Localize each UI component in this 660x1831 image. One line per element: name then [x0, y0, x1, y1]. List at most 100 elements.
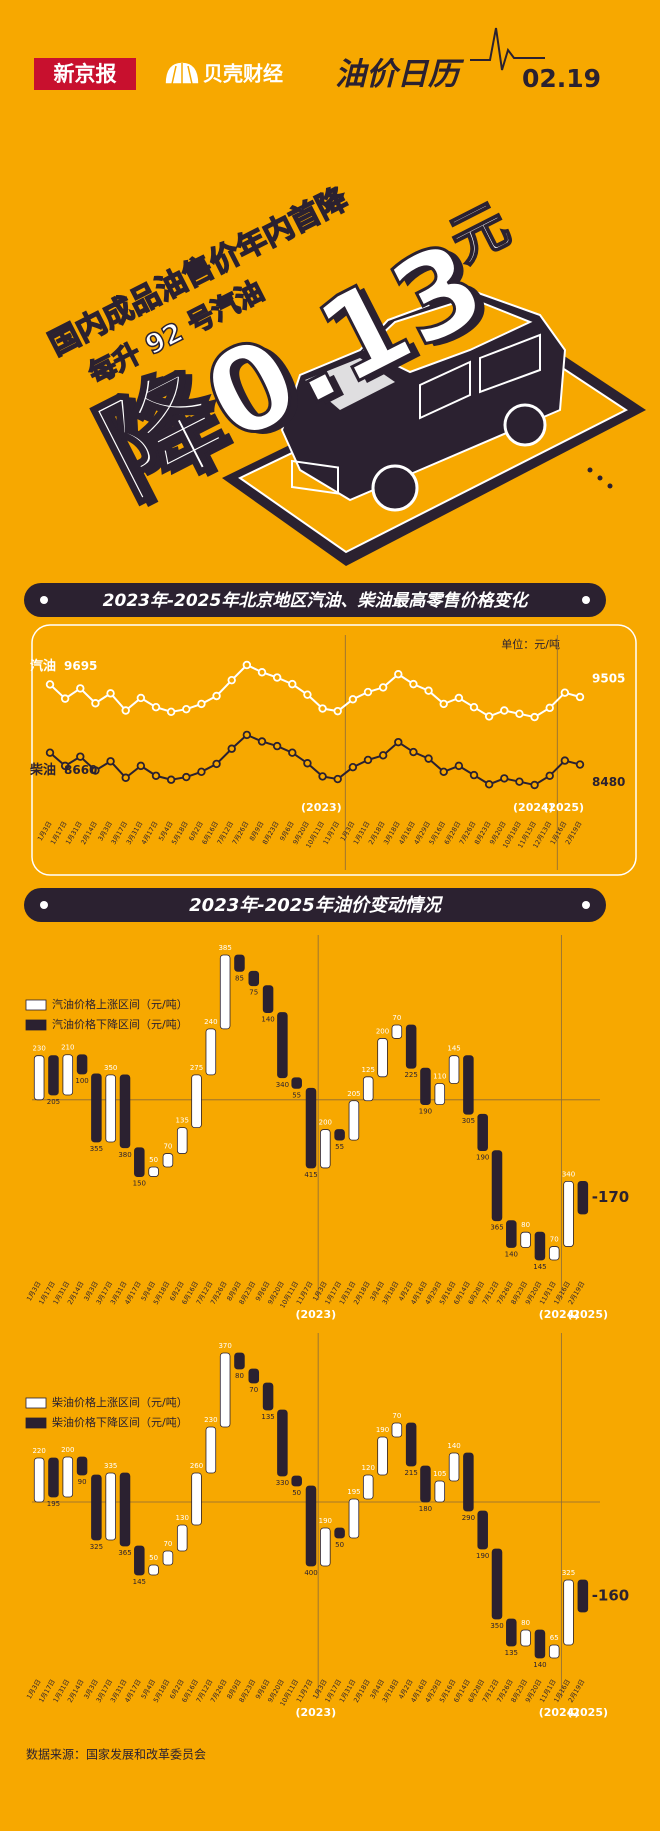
- end-value: 8480: [592, 775, 625, 789]
- decor-dot: [607, 483, 613, 489]
- point: [91, 766, 100, 775]
- unit-label: 单位：元/吨: [501, 637, 560, 651]
- point: [45, 748, 55, 757]
- rise-bar: [219, 1352, 231, 1428]
- rise-bar: [448, 1055, 460, 1084]
- value-label: 125: [362, 1066, 375, 1074]
- car-wheel: [371, 464, 419, 512]
- year-label: (2023): [301, 801, 342, 814]
- value-label: 290: [462, 1514, 475, 1522]
- value-label: 100: [75, 1077, 88, 1085]
- value-label: 195: [47, 1500, 60, 1508]
- value-label: 200: [61, 1446, 74, 1454]
- rise-bar: [162, 1153, 174, 1168]
- fall-bar: [134, 1147, 145, 1177]
- point: [348, 762, 358, 772]
- point: [303, 759, 312, 768]
- value-label: 190: [476, 1154, 489, 1162]
- fall-bar: [277, 1409, 288, 1477]
- rise-bar: [391, 1024, 403, 1039]
- value-label: 75: [249, 989, 258, 997]
- rise-bar: [176, 1524, 188, 1552]
- pill-dot: [40, 901, 48, 909]
- value-label: 140: [533, 1661, 546, 1669]
- series-name: 柴油: [29, 762, 56, 778]
- fall-bar: [420, 1067, 431, 1106]
- value-label: 195: [347, 1488, 360, 1496]
- fall-bar: [577, 1579, 589, 1613]
- fall-bar: [506, 1618, 517, 1647]
- fall-bar: [291, 1077, 302, 1089]
- legend-label: 汽油价格上涨区间（元/吨）: [52, 997, 188, 1011]
- value-label: 135: [505, 1649, 518, 1657]
- fall-bar: [534, 1629, 546, 1659]
- value-label: 350: [104, 1064, 117, 1072]
- point: [227, 744, 236, 753]
- point: [439, 699, 448, 709]
- value-label: 340: [562, 1170, 575, 1178]
- point: [60, 694, 70, 703]
- decor-dot: [597, 475, 603, 481]
- point: [76, 684, 85, 693]
- value-label: 105: [433, 1470, 446, 1478]
- point: [378, 683, 388, 692]
- fall-bar: [76, 1054, 88, 1075]
- rise-bar: [162, 1550, 174, 1566]
- point: [530, 712, 539, 722]
- point: [515, 709, 524, 718]
- legend-label: 汽油价格下降区间（元/吨）: [52, 1017, 188, 1031]
- point: [545, 771, 554, 780]
- point: [318, 772, 327, 781]
- end-value: 9505: [592, 671, 625, 685]
- value-label: 190: [376, 1426, 389, 1434]
- fall-bar: [491, 1548, 503, 1620]
- legend-swatch: [25, 1397, 47, 1409]
- value-label: 380: [118, 1151, 131, 1159]
- fall-bar: [334, 1527, 345, 1539]
- pill-dot: [582, 596, 590, 604]
- point: [106, 757, 115, 766]
- car-roof: [363, 296, 533, 374]
- logo-finance: 贝壳财经: [203, 62, 283, 86]
- rise-bar: [105, 1472, 116, 1541]
- rise-bar: [548, 1644, 560, 1659]
- value-label: 190: [476, 1552, 489, 1560]
- fall-bar: [534, 1231, 546, 1261]
- point: [560, 688, 570, 697]
- point: [333, 706, 342, 716]
- value-label: 50: [149, 1554, 158, 1562]
- point: [45, 680, 55, 689]
- fall-bar: [262, 985, 274, 1013]
- legend-label: 柴油价格下降区间（元/吨）: [52, 1415, 188, 1429]
- point: [515, 777, 524, 786]
- point: [272, 673, 282, 682]
- value-label: 80: [521, 1619, 530, 1627]
- value-label: 90: [78, 1478, 87, 1486]
- latest-change-label: -170: [592, 1188, 630, 1206]
- rise-bar: [320, 1129, 331, 1169]
- rise-bar: [434, 1083, 446, 1106]
- pill-dot: [40, 596, 48, 604]
- value-label: 225: [404, 1071, 417, 1079]
- value-label: 325: [90, 1543, 103, 1551]
- value-label: 65: [550, 1634, 559, 1642]
- point: [469, 770, 479, 780]
- rise-bar: [362, 1474, 374, 1500]
- point: [409, 747, 418, 757]
- point: [484, 780, 494, 789]
- rise-bar: [33, 1055, 45, 1101]
- rise-bar: [105, 1074, 116, 1143]
- rise-bar: [391, 1422, 403, 1438]
- car-wheel: [503, 403, 547, 447]
- fall-bar: [291, 1475, 302, 1487]
- rise-bar: [348, 1100, 360, 1141]
- point: [500, 706, 509, 715]
- point: [197, 699, 206, 709]
- value-label: 140: [505, 1251, 518, 1259]
- rise-bar: [33, 1457, 45, 1503]
- rise-bar: [191, 1472, 202, 1526]
- fall-bar: [420, 1465, 431, 1503]
- point: [288, 748, 297, 757]
- fall-bar: [506, 1220, 517, 1248]
